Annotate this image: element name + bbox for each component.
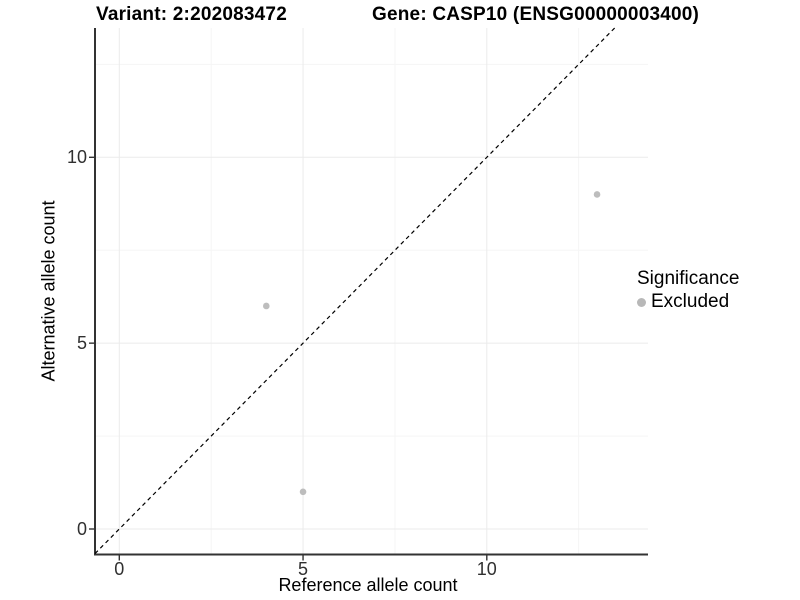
legend-title: Significance [637, 268, 740, 289]
legend-item-label: Excluded [651, 291, 730, 312]
y-tick-label: 0 [76, 519, 87, 539]
identity-dashed-line [94, 27, 616, 554]
data-point [263, 302, 270, 310]
excluded-point-icon [637, 297, 646, 307]
gene-title: Gene: CASP10 (ENSG00000003400) [372, 4, 700, 25]
legend-item-excluded: Excluded [637, 292, 739, 312]
x-tick-label: 0 [114, 559, 125, 579]
data-point [593, 191, 601, 198]
y-axis-title: Alternative allele count [38, 200, 59, 382]
y-tick-label: 10 [66, 147, 87, 168]
legend: Significance Excluded [637, 268, 739, 312]
x-axis-title: Reference allele count [278, 575, 458, 595]
x-tick-label: 5 [298, 559, 309, 579]
variant-title: Variant: 2:202083472 [96, 4, 287, 25]
data-point [299, 488, 307, 496]
y-tick-label: 5 [76, 333, 87, 354]
x-tick-label: 10 [476, 559, 497, 579]
